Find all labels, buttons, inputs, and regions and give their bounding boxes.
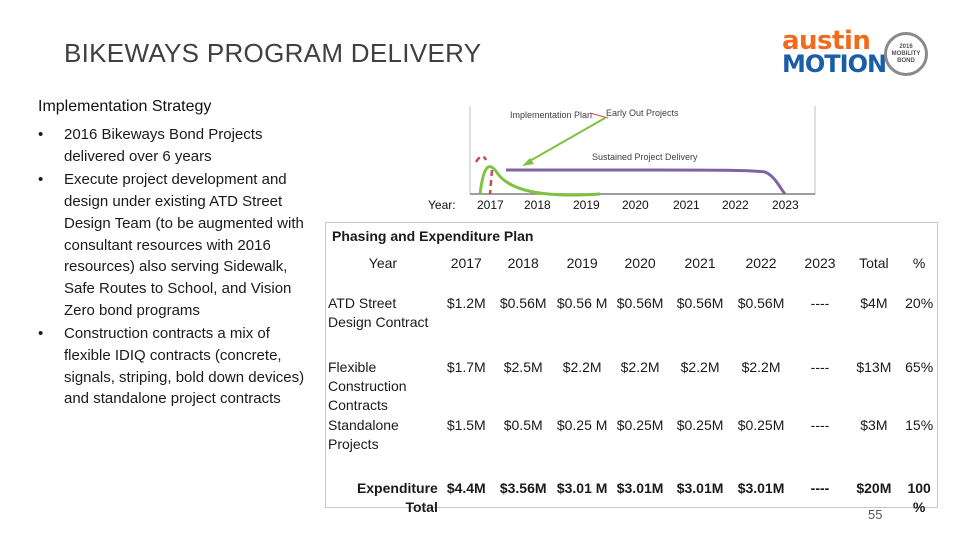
table-row: Flexible Construction Contracts $1.7M $2…	[326, 357, 939, 415]
cell-2021: $0.25M	[676, 417, 724, 433]
header-2017: 2017	[450, 255, 482, 271]
timeline-curves	[469, 106, 816, 197]
cell-percent: 20%	[905, 295, 934, 311]
cell-2023: ----	[810, 359, 830, 375]
early-out-pointer	[589, 112, 609, 119]
cell-2018: $0.56M	[499, 295, 547, 311]
cell-2020: $0.56M	[616, 295, 664, 311]
cell-total: $3M	[860, 417, 888, 433]
strategy-bullet: • Execute project development and design …	[38, 169, 313, 321]
year-axis-label: Year:	[428, 198, 456, 212]
cell-2017: $1.5M	[446, 417, 486, 433]
header-2019: 2019	[566, 255, 598, 271]
strategy-bullet: • 2016 Bikeways Bond Projects delivered o…	[38, 124, 313, 167]
implementation-curve	[478, 165, 601, 197]
header-2021: 2021	[684, 255, 716, 271]
row-label: Standalone Projects	[328, 417, 399, 452]
header-2018: 2018	[507, 255, 539, 271]
cell-percent: 15%	[905, 417, 934, 433]
total-total: $20M	[856, 480, 892, 496]
total-2020: $3.01M	[616, 480, 664, 496]
cell-2022: $2.2M	[741, 359, 781, 375]
sustained-delivery-curve	[506, 168, 787, 195]
cell-2017: $1.7M	[446, 359, 486, 375]
cell-2021: $0.56M	[676, 295, 724, 311]
delivery-timeline-chart: Implementation Plan Early Out Projects S…	[420, 100, 840, 225]
total-2021: $3.01M	[676, 480, 724, 496]
implementation-pointer	[527, 117, 606, 163]
cell-2023: ----	[810, 295, 830, 311]
table-total-row: Expenditure Total $4.4M $3.56M $3.01 M $…	[326, 479, 939, 523]
year-tick-2017: 2017	[477, 198, 504, 212]
strategy-bullet-text: Construction contracts a mix of flexible…	[64, 325, 305, 408]
header-2020: 2020	[624, 255, 656, 271]
header-2023: 2023	[804, 255, 836, 271]
cell-2017: $1.2M	[446, 295, 486, 311]
header-percent: %	[912, 255, 926, 271]
header-total: Total	[859, 255, 889, 271]
year-tick-2019: 2019	[573, 198, 600, 212]
strategy-heading: Implementation Strategy	[38, 98, 212, 115]
cell-total: $13M	[856, 359, 892, 375]
row-label: ATD Street Design Contract	[328, 295, 429, 330]
total-2019: $3.01 M	[556, 480, 608, 496]
year-tick-2022: 2022	[722, 198, 749, 212]
expenditure-plan-table: Phasing and Expenditure Plan Year 2017 2…	[325, 222, 938, 515]
strategy-bullet-text: Execute project development and design u…	[64, 171, 304, 319]
year-tick-2023: 2023	[772, 198, 799, 212]
bullet-icon: •	[38, 325, 44, 343]
austin-motion-logo: austin MOTION 2016 MOBILITY BOND	[780, 26, 928, 80]
total-2022: $3.01M	[737, 480, 785, 496]
table-caption: Phasing and Expenditure Plan	[332, 228, 534, 244]
table-row: ATD Street Design Contract $1.2M $0.56M …	[326, 293, 939, 357]
table-header-row: Year 2017 2018 2019 2020 2021 2022 2023 …	[326, 251, 939, 293]
row-label: Flexible Construction Contracts	[328, 359, 407, 413]
sustained-delivery-label: Sustained Project Delivery	[592, 152, 698, 162]
logo-word-austin: austin	[782, 26, 871, 56]
cell-total: $4M	[860, 295, 888, 311]
year-tick-2020: 2020	[622, 198, 649, 212]
strategy-bullet-list: • 2016 Bikeways Bond Projects delivered o…	[38, 124, 313, 410]
total-2023: ----	[810, 480, 830, 496]
bullet-icon: •	[38, 171, 44, 189]
cell-2018: $0.5M	[503, 417, 543, 433]
cell-2019: $0.25 M	[556, 417, 608, 433]
cell-2019: $0.56 M	[556, 295, 608, 311]
seal-line-3: BOND	[897, 57, 915, 64]
cell-2022: $0.56M	[737, 295, 785, 311]
header-2022: 2022	[745, 255, 777, 271]
page-number: 55	[868, 507, 883, 522]
early-out-curve	[474, 155, 494, 195]
cell-2020: $2.2M	[620, 359, 660, 375]
cell-2021: $2.2M	[680, 359, 720, 375]
cell-percent: 65%	[905, 359, 934, 375]
total-percent: 100 %	[907, 480, 931, 515]
cell-2023: ----	[810, 417, 830, 433]
cell-2022: $0.25M	[737, 417, 785, 433]
seal-line-1: 2016	[899, 43, 913, 50]
early-out-label: Early Out Projects	[606, 108, 679, 118]
bullet-icon: •	[38, 126, 44, 143]
total-2017: $4.4M	[446, 480, 486, 496]
logo-word-motion: MOTION	[782, 50, 887, 78]
mobility-bond-seal-icon: 2016 MOBILITY BOND	[884, 32, 928, 76]
page-title: BIKEWAYS PROGRAM DELIVERY	[64, 38, 482, 68]
total-2018: $3.56M	[499, 480, 547, 496]
implementation-strategy: Implementation Strategy • 2016 Bikeways B…	[38, 98, 313, 412]
table-row: Standalone Projects $1.5M $0.5M $0.25 M …	[326, 415, 939, 479]
strategy-bullet-text: 2016 Bikeways Bond Projects delivered ov…	[64, 126, 263, 165]
implementation-plan-label: Implementation Plan	[510, 110, 593, 120]
expenditure-table: Year 2017 2018 2019 2020 2021 2022 2023 …	[326, 251, 939, 523]
year-tick-2021: 2021	[673, 198, 700, 212]
strategy-bullet: • Construction contracts a mix of flexibl…	[38, 323, 313, 410]
year-tick-2018: 2018	[524, 198, 551, 212]
implementation-arrowhead-icon	[522, 158, 534, 166]
header-year: Year	[368, 255, 398, 271]
seal-line-2: MOBILITY	[891, 50, 921, 57]
cell-2020: $0.25M	[616, 417, 664, 433]
total-row-label: Expenditure Total	[356, 480, 438, 515]
cell-2019: $2.2M	[562, 359, 602, 375]
cell-2018: $2.5M	[503, 359, 543, 375]
